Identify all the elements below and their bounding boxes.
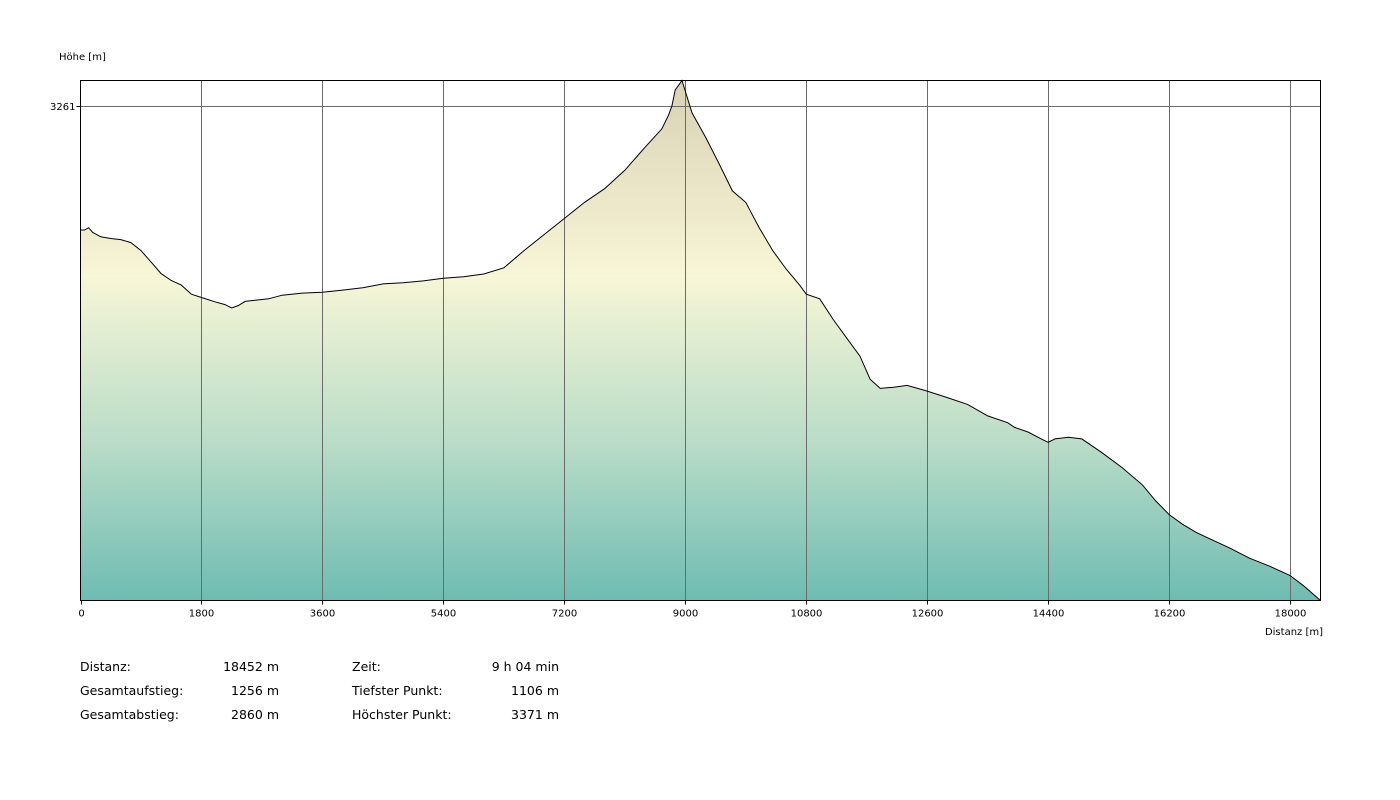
distance-value: 18452 m	[223, 659, 279, 674]
lowest-point-label: Tiefster Punkt:	[352, 683, 443, 698]
x-tick-label: 16200	[1154, 609, 1186, 620]
y-tick-label: 3261	[50, 102, 75, 113]
time-value: 9 h 04 min	[491, 659, 559, 674]
highest-point-label: Höchster Punkt:	[352, 707, 452, 722]
x-tick-label: 14400	[1033, 609, 1065, 620]
x-tick-label: 18000	[1275, 609, 1307, 620]
x-tick-label: 7200	[552, 609, 577, 620]
x-tick-label: 0	[78, 609, 84, 620]
x-tick-label: 10800	[791, 609, 823, 620]
ascent-value: 1256 m	[231, 683, 279, 698]
plot-frame	[80, 80, 1321, 601]
x-axis-label: Distanz [m]	[1265, 627, 1323, 638]
x-tick-label: 12600	[912, 609, 944, 620]
x-tick-label: 5400	[431, 609, 456, 620]
lowest-point-value: 1106 m	[511, 683, 559, 698]
y-axis-label: Höhe [m]	[59, 52, 106, 63]
descent-value: 2860 m	[231, 707, 279, 722]
x-tick-label: 3600	[310, 609, 335, 620]
x-tick-label: 9000	[673, 609, 698, 620]
distance-label: Distanz:	[80, 659, 131, 674]
elevation-line	[80, 79, 1321, 601]
ascent-label: Gesamtaufstieg:	[80, 683, 184, 698]
highest-point-value: 3371 m	[511, 707, 559, 722]
elevation-chart: Höhe [m] Distanz [m] 0 1800 3600 5400 7200 90…	[50, 52, 1323, 638]
elevation-area	[80, 80, 1321, 601]
x-tick-label: 1800	[189, 609, 214, 620]
descent-label: Gesamtabstieg:	[80, 707, 179, 722]
time-label: Zeit:	[352, 659, 381, 674]
